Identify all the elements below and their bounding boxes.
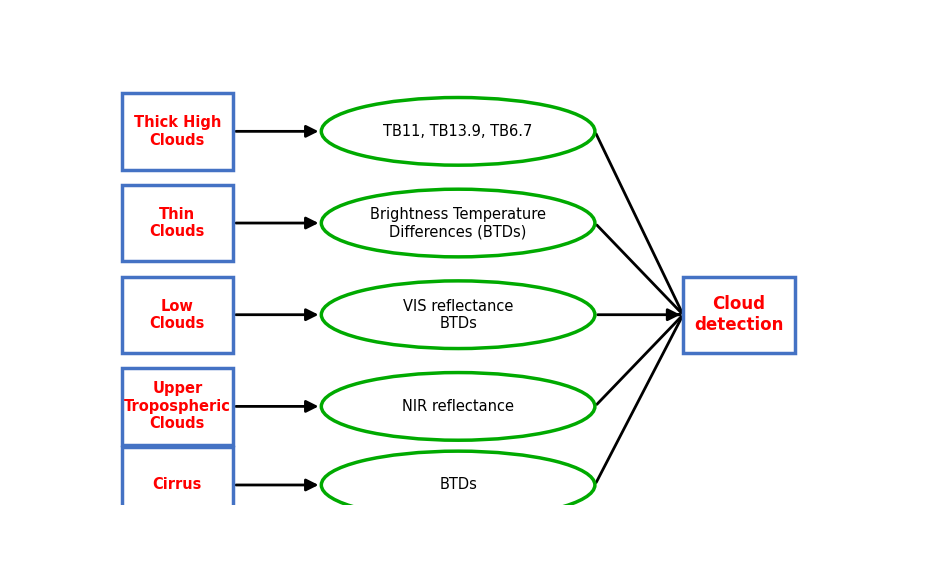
- FancyBboxPatch shape: [122, 185, 233, 261]
- Text: Low
Clouds: Low Clouds: [149, 298, 205, 331]
- Ellipse shape: [321, 281, 594, 349]
- FancyBboxPatch shape: [682, 277, 793, 353]
- Text: Thin
Clouds: Thin Clouds: [149, 207, 205, 239]
- Text: Cirrus: Cirrus: [152, 477, 201, 493]
- FancyBboxPatch shape: [122, 93, 233, 170]
- Text: Cloud
detection: Cloud detection: [693, 295, 782, 334]
- Text: VIS reflectance
BTDs: VIS reflectance BTDs: [403, 298, 513, 331]
- Ellipse shape: [321, 373, 594, 440]
- FancyBboxPatch shape: [122, 277, 233, 353]
- Text: Upper
Tropospheric
Clouds: Upper Tropospheric Clouds: [123, 382, 230, 431]
- Text: BTDs: BTDs: [439, 477, 477, 493]
- FancyBboxPatch shape: [122, 447, 233, 523]
- Text: Thick High
Clouds: Thick High Clouds: [134, 115, 221, 147]
- FancyBboxPatch shape: [122, 368, 233, 445]
- Text: TB11, TB13.9, TB6.7: TB11, TB13.9, TB6.7: [383, 124, 533, 139]
- Text: Brightness Temperature
Differences (BTDs): Brightness Temperature Differences (BTDs…: [369, 207, 546, 239]
- Text: NIR reflectance: NIR reflectance: [402, 399, 513, 414]
- Ellipse shape: [321, 189, 594, 257]
- Ellipse shape: [321, 98, 594, 165]
- Ellipse shape: [321, 451, 594, 519]
